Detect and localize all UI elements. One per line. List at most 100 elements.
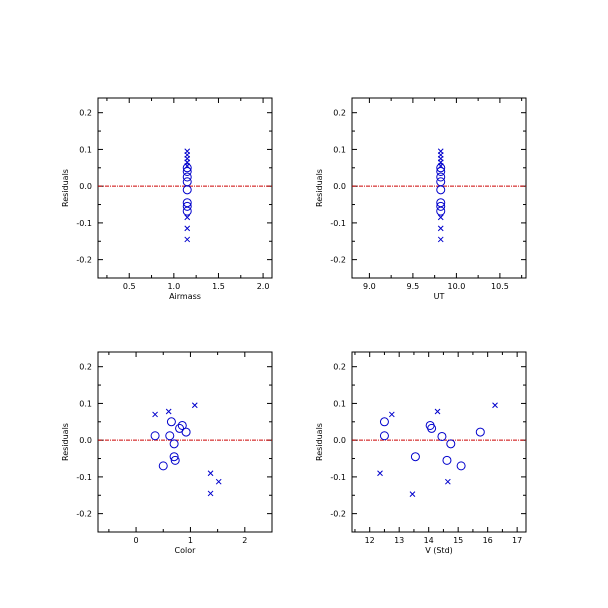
data-point-circle — [436, 201, 446, 211]
x-tick-label: 15 — [453, 536, 463, 545]
y-tick-label: -0.1 — [330, 219, 346, 228]
y-tick-label: -0.2 — [330, 256, 346, 265]
data-point-circle — [446, 439, 456, 449]
plot-frame — [351, 351, 527, 533]
data-point-cross — [191, 402, 198, 409]
data-point-cross — [165, 408, 172, 415]
x-tick-label: 1 — [188, 536, 193, 545]
data-point-circle — [182, 206, 192, 216]
plot-panel-3: -0.2 -0.1 0.0 0.1 0.2 0 1 2 Color Residuals — [61, 351, 273, 555]
y-axis-label: Residuals — [61, 169, 70, 207]
data-point-circle — [182, 185, 192, 195]
plot-frame — [97, 351, 273, 533]
x-tick-label: 14 — [424, 536, 434, 545]
y-tick-label: 0.0 — [333, 436, 346, 445]
x-tick-label: 12 — [365, 536, 375, 545]
y-tick-label: 0.1 — [79, 145, 92, 154]
x-tick-label: 0 — [134, 536, 139, 545]
data-point-cross — [152, 411, 158, 418]
y-axis-label: Residuals — [315, 169, 324, 207]
data-point-circle — [437, 431, 447, 441]
plot-panel-2: -0.2 -0.1 0.0 0.1 0.2 9.0 9.5 10.0 10.5 UT Residua… — [315, 97, 527, 301]
x-axis-label: UT — [434, 292, 445, 301]
data-point-cross — [437, 225, 444, 232]
plot-frame — [97, 97, 273, 279]
x-tick-label: 16 — [483, 536, 493, 545]
data-point-circle — [169, 439, 179, 449]
data-point-circle — [410, 452, 420, 462]
data-point-circle — [436, 166, 446, 176]
y-tick-label: 0.1 — [333, 145, 346, 154]
data-point-cross — [207, 470, 214, 477]
data-point-circle — [150, 431, 160, 441]
data-point-circle — [182, 177, 192, 187]
y-tick-label: -0.1 — [76, 473, 92, 482]
data-point-circle — [436, 177, 446, 187]
x-tick-label: 1.0 — [167, 282, 180, 291]
data-point-circle — [169, 452, 179, 462]
data-point-circle — [436, 172, 446, 182]
y-tick-label: 0.0 — [79, 182, 92, 191]
plot-frame — [351, 97, 527, 279]
y-tick-label: -0.1 — [330, 473, 346, 482]
data-point-cross — [207, 490, 214, 497]
data-point-circle — [181, 427, 191, 437]
y-tick-label: 0.1 — [333, 399, 346, 408]
y-tick-label: 0.2 — [79, 109, 92, 118]
data-point-circle — [436, 185, 446, 195]
y-tick-label: -0.1 — [76, 219, 92, 228]
data-point-circle — [182, 201, 192, 211]
data-point-circle — [166, 417, 176, 427]
plot-panel-4: -0.2 -0.1 0.0 0.1 0.2 12 13 14 15 16 17 V (Std) Resi… — [315, 351, 527, 555]
y-tick-label: -0.2 — [330, 510, 346, 519]
x-tick-label: 0.5 — [123, 282, 136, 291]
data-point-circle — [165, 431, 175, 441]
y-tick-label: 0.0 — [333, 182, 346, 191]
x-tick-label: 17 — [512, 536, 522, 545]
data-point-circle — [427, 423, 437, 433]
data-point-cross — [215, 478, 222, 485]
data-point-circle — [379, 417, 389, 427]
y-tick-label: -0.2 — [76, 510, 92, 519]
x-tick-label: 1.5 — [212, 282, 225, 291]
x-axis-label: Color — [175, 546, 197, 555]
data-point-cross — [388, 411, 395, 418]
x-tick-label: 10.0 — [447, 282, 465, 291]
data-point-circle — [182, 166, 192, 176]
data-point-cross — [444, 478, 451, 485]
x-tick-label: 10.5 — [491, 282, 509, 291]
y-axis-label: Residuals — [61, 423, 70, 461]
data-point-circle — [158, 461, 168, 471]
data-point-cross — [184, 236, 191, 243]
data-point-circle — [170, 455, 180, 465]
y-tick-label: 0.1 — [79, 399, 92, 408]
data-point-cross — [492, 402, 498, 409]
x-tick-label: 9.0 — [363, 282, 376, 291]
data-point-circle — [177, 420, 187, 430]
y-axis-label: Residuals — [315, 423, 324, 461]
y-tick-label: 0.0 — [79, 436, 92, 445]
x-tick-label: 2.0 — [257, 282, 270, 291]
data-point-cross — [184, 225, 191, 232]
data-point-cross — [184, 214, 191, 221]
y-tick-label: 0.2 — [333, 109, 346, 118]
x-tick-label: 13 — [394, 536, 404, 545]
data-point-circle — [182, 163, 192, 173]
data-point-circle — [442, 455, 452, 465]
x-tick-label: 9.5 — [407, 282, 420, 291]
plot-panel-1: -0.2 -0.1 0.0 0.1 0.2 0.5 1.0 1.5 2.0 Airmass Resi… — [61, 97, 273, 301]
data-point-cross — [409, 491, 416, 498]
data-point-cross — [434, 408, 441, 415]
data-point-cross — [377, 470, 383, 477]
x-axis-label: Airmass — [169, 292, 201, 301]
y-tick-label: 0.2 — [333, 363, 346, 372]
y-tick-label: -0.2 — [76, 256, 92, 265]
data-point-circle — [475, 427, 485, 437]
x-axis-label: V (Std) — [425, 546, 453, 555]
y-tick-label: 0.2 — [79, 363, 92, 372]
data-point-circle — [436, 206, 446, 216]
data-point-cross — [437, 214, 444, 221]
x-tick-label: 2 — [242, 536, 247, 545]
data-point-circle — [182, 172, 192, 182]
